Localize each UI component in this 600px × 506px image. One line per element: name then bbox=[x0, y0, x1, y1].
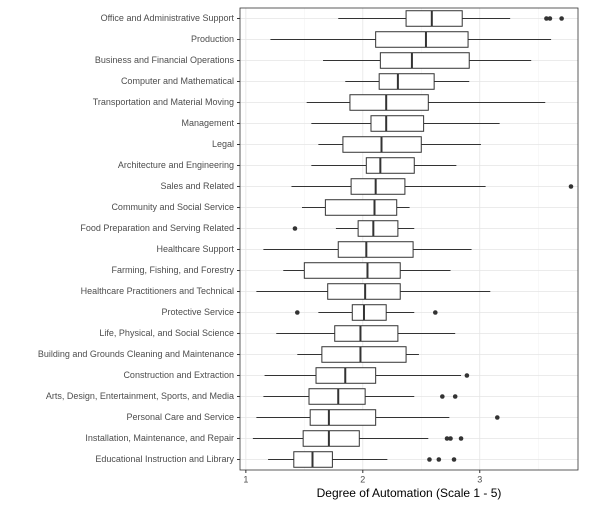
box bbox=[309, 409, 377, 426]
y-tick-label: Healthcare Support bbox=[156, 244, 234, 254]
y-tick-label: Building and Grounds Cleaning and Mainte… bbox=[38, 349, 234, 359]
box bbox=[370, 115, 425, 132]
outlier bbox=[544, 16, 549, 21]
outlier bbox=[440, 394, 445, 399]
outlier bbox=[448, 436, 453, 441]
y-tick-label: Management bbox=[181, 118, 234, 128]
outlier bbox=[458, 436, 464, 441]
outlier bbox=[559, 16, 564, 21]
box bbox=[350, 178, 406, 195]
outlier bbox=[495, 415, 500, 420]
box bbox=[375, 31, 469, 48]
box bbox=[351, 304, 387, 321]
outlier bbox=[444, 436, 450, 441]
y-tick-label: Life, Physical, and Social Science bbox=[99, 328, 234, 338]
y-tick-label: Arts, Design, Entertainment, Sports, and… bbox=[46, 391, 234, 401]
y-tick-label: Installation, Maintenance, and Repair bbox=[85, 433, 234, 443]
y-tick-label: Educational Instruction and Library bbox=[95, 454, 234, 464]
box bbox=[357, 220, 399, 237]
box bbox=[324, 199, 398, 216]
y-tick-label: Sales and Related bbox=[160, 181, 234, 191]
box bbox=[337, 241, 414, 258]
outlier bbox=[568, 184, 574, 189]
box bbox=[308, 388, 366, 405]
y-tick-label: Office and Administrative Support bbox=[101, 13, 235, 23]
outlier bbox=[433, 310, 438, 315]
box bbox=[334, 325, 399, 342]
y-tick-label: Production bbox=[191, 34, 234, 44]
box bbox=[321, 346, 407, 363]
panel bbox=[239, 7, 579, 471]
box bbox=[379, 52, 470, 69]
outlier bbox=[451, 457, 457, 462]
box bbox=[378, 73, 435, 90]
y-tick-label: Construction and Extraction bbox=[123, 370, 234, 380]
x-axis-label: Degree of Automation (Scale 1 - 5) bbox=[317, 486, 502, 500]
y-tick-label: Architecture and Engineering bbox=[118, 160, 234, 170]
y-tick-label: Business and Financial Operations bbox=[95, 55, 235, 65]
box bbox=[303, 262, 401, 279]
outlier bbox=[295, 310, 300, 315]
box bbox=[327, 283, 401, 300]
outlier bbox=[292, 226, 298, 231]
x-tick-label: 2 bbox=[360, 474, 365, 484]
box bbox=[405, 10, 463, 27]
y-tick-label: Protective Service bbox=[161, 307, 234, 317]
x-tick-label: 3 bbox=[477, 474, 482, 484]
y-tick-label: Community and Social Service bbox=[111, 202, 234, 212]
x-tick-label: 1 bbox=[243, 474, 248, 484]
y-tick-label: Farming, Fishing, and Forestry bbox=[111, 265, 234, 275]
outlier bbox=[427, 457, 432, 462]
outlier bbox=[452, 394, 458, 399]
y-tick-label: Personal Care and Service bbox=[126, 412, 234, 422]
y-tick-label: Healthcare Practitioners and Technical bbox=[81, 286, 234, 296]
y-tick-label: Food Preparation and Serving Related bbox=[80, 223, 234, 233]
box bbox=[365, 157, 415, 174]
y-tick-label: Transportation and Material Moving bbox=[93, 97, 234, 107]
outlier bbox=[436, 457, 442, 462]
box bbox=[349, 94, 429, 111]
box bbox=[302, 430, 360, 447]
outlier bbox=[547, 16, 553, 21]
y-tick-label: Legal bbox=[212, 139, 234, 149]
outlier bbox=[464, 373, 470, 378]
y-tick-label: Computer and Mathematical bbox=[121, 76, 234, 86]
